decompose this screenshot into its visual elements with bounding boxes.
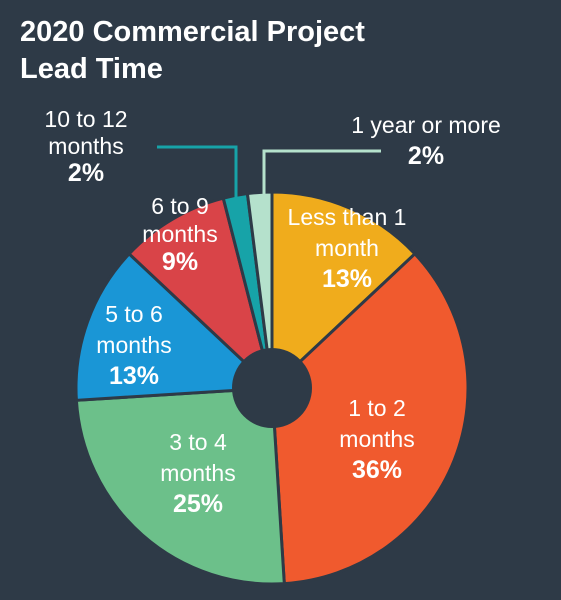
leader-lines <box>157 145 381 200</box>
slice-value-label-4: 9% <box>162 248 198 276</box>
slice-category-label-0: month <box>315 235 379 261</box>
slice-6 <box>245 190 274 389</box>
slice-category-label-1: 1 to 2 <box>348 395 406 421</box>
slice-label-1: 1 to 2 months 36% <box>339 395 414 484</box>
slice-category-label-1: months <box>339 426 414 452</box>
slice-1 <box>270 251 470 586</box>
slice-category-label-2: months <box>160 460 235 486</box>
slice-value-label-5: 2% <box>68 159 104 187</box>
slice-value-label-1: 36% <box>352 456 402 484</box>
slice-4 <box>126 196 275 393</box>
slice-category-label-3: months <box>96 332 171 358</box>
slice-labels: Less than 1 month 13% 1 to 2 months 36% 3 to 4… <box>44 106 500 518</box>
donut-hole <box>232 348 312 428</box>
slice-label-6: 1 year or more 2% <box>351 112 501 170</box>
chart-title: 2020 Commercial Project Lead Time <box>20 14 365 88</box>
slice-3 <box>74 251 276 402</box>
slice-2 <box>74 386 286 586</box>
slice-0 <box>270 190 418 392</box>
slice-label-4: 6 to 9 months 9% <box>142 193 217 276</box>
slice-category-label-4: 6 to 9 <box>151 193 209 219</box>
slice-value-label-2: 25% <box>173 490 223 518</box>
slice-label-2: 3 to 4 months 25% <box>160 429 235 518</box>
slice-category-label-0: Less than 1 <box>288 204 407 230</box>
slice-value-label-0: 13% <box>322 265 372 293</box>
slice-value-label-6: 2% <box>408 142 444 170</box>
slice-label-0: Less than 1 month 13% <box>288 204 407 293</box>
slice-category-label-3: 5 to 6 <box>105 301 163 327</box>
donut-slices <box>74 190 470 586</box>
leader-line-6 <box>262 149 381 200</box>
slice-category-label-4: months <box>142 221 217 247</box>
leader-line-5 <box>157 145 238 200</box>
slice-category-label-5: 10 to 12 <box>44 106 127 132</box>
slice-label-3: 5 to 6 months 13% <box>96 301 171 390</box>
slice-value-label-3: 13% <box>109 362 159 390</box>
slice-category-label-2: 3 to 4 <box>169 429 227 455</box>
chart-title-line-1: 2020 Commercial Project <box>20 16 365 48</box>
slice-category-label-5: months <box>48 133 123 159</box>
chart-title-line-2: Lead Time <box>20 53 163 85</box>
slice-label-5: 10 to 12 months 2% <box>44 106 127 187</box>
slice-category-label-6: 1 year or more <box>351 112 501 138</box>
